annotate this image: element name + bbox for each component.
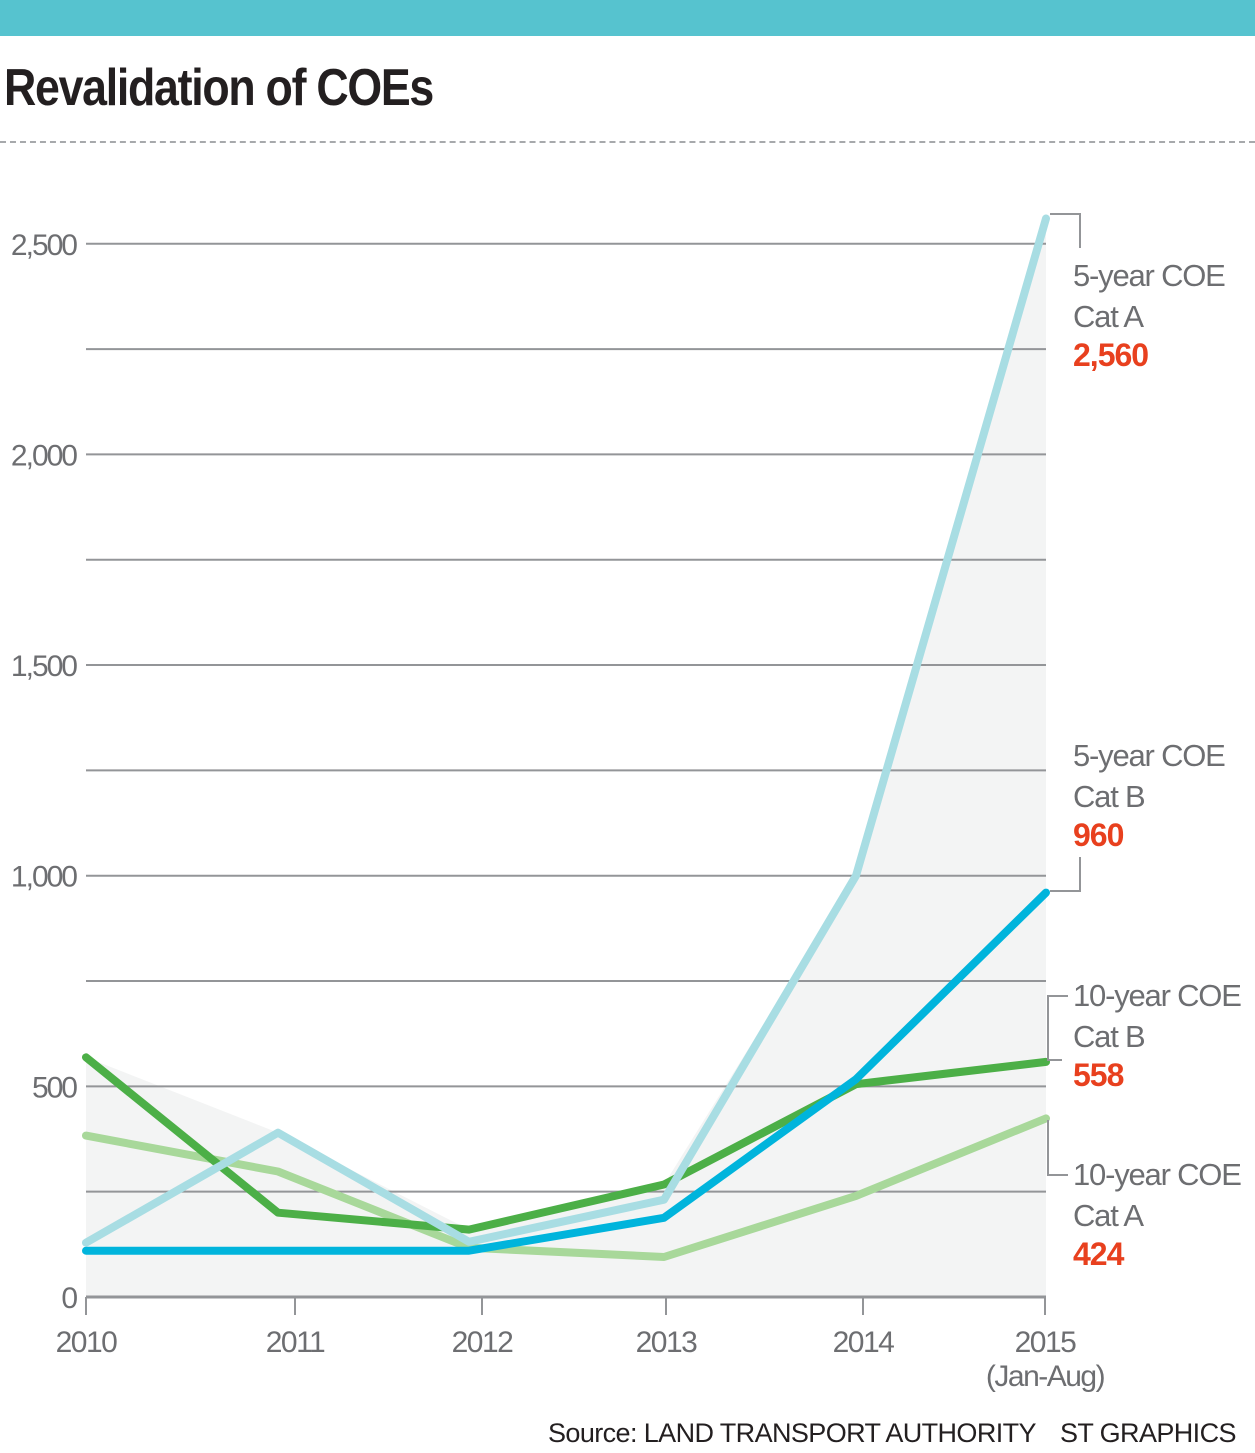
source-note: Source: LAND TRANSPORT AUTHORITY ST GRAPH… (548, 1418, 1255, 1449)
x-tick-sublabel: (Jan-Aug) (986, 1360, 1105, 1393)
leader-line (1050, 213, 1081, 248)
envelope-fill-area (86, 218, 1046, 1297)
leader-line (1047, 995, 1068, 1061)
series-label-line1: 5-year COE (1073, 738, 1225, 773)
series-end-value: 960 (1073, 817, 1124, 853)
series-label-line2: Cat A (1073, 1198, 1144, 1233)
x-axis: 2010 2011 2012 2013 2014 2015(Jan-Aug) (56, 1295, 1106, 1393)
x-tick-label: 2010 (56, 1326, 118, 1359)
y-tick-label: 2,000 (11, 439, 77, 472)
source-text: Source: LAND TRANSPORT AUTHORITY (548, 1418, 1037, 1448)
leader-line (1050, 857, 1081, 892)
y-axis-ticks: 0 500 1,000 1,500 2,000 2,500 (11, 229, 79, 1315)
x-tick-label: 2015 (1015, 1326, 1077, 1359)
series-line-10-year-coe-cat-a (82, 1114, 1050, 1261)
y-tick-label: 0 (61, 1282, 77, 1315)
chart-title: Revalidation of COEs (4, 59, 434, 117)
series-label-line1: 10-year COE (1073, 978, 1241, 1013)
y-tick-label: 1,500 (11, 650, 77, 683)
y-tick-label: 1,000 (11, 861, 77, 894)
leader-line (1047, 1120, 1068, 1176)
x-tick-label: 2014 (833, 1326, 895, 1359)
credit-text: ST GRAPHICS (1059, 1418, 1237, 1448)
y-tick-label: 500 (32, 1071, 77, 1104)
x-tick-label: 2013 (636, 1326, 698, 1359)
series-line-5-year-coe-cat-a (82, 214, 1050, 1247)
series-line-10-year-coe-cat-b (82, 1053, 1050, 1234)
y-tick-label: 2,500 (11, 229, 77, 262)
series-end-value: 558 (1073, 1057, 1124, 1093)
x-tick-label: 2012 (452, 1326, 514, 1359)
series-label-line2: Cat B (1073, 1019, 1145, 1054)
x-tick-label: 2011 (266, 1326, 325, 1359)
series-label-line1: 10-year COE (1073, 1157, 1241, 1192)
series-end-value: 424 (1073, 1236, 1125, 1272)
header-color-bar (0, 0, 1255, 36)
series-end-value: 2,560 (1073, 337, 1148, 373)
series-label-line2: Cat A (1073, 299, 1144, 334)
series-lines (82, 214, 1050, 1261)
series-label-line1: 5-year COE (1073, 258, 1225, 293)
series-line-5-year-coe-cat-b (82, 888, 1050, 1255)
title-divider (0, 141, 1255, 143)
series-label-line2: Cat B (1073, 779, 1145, 814)
